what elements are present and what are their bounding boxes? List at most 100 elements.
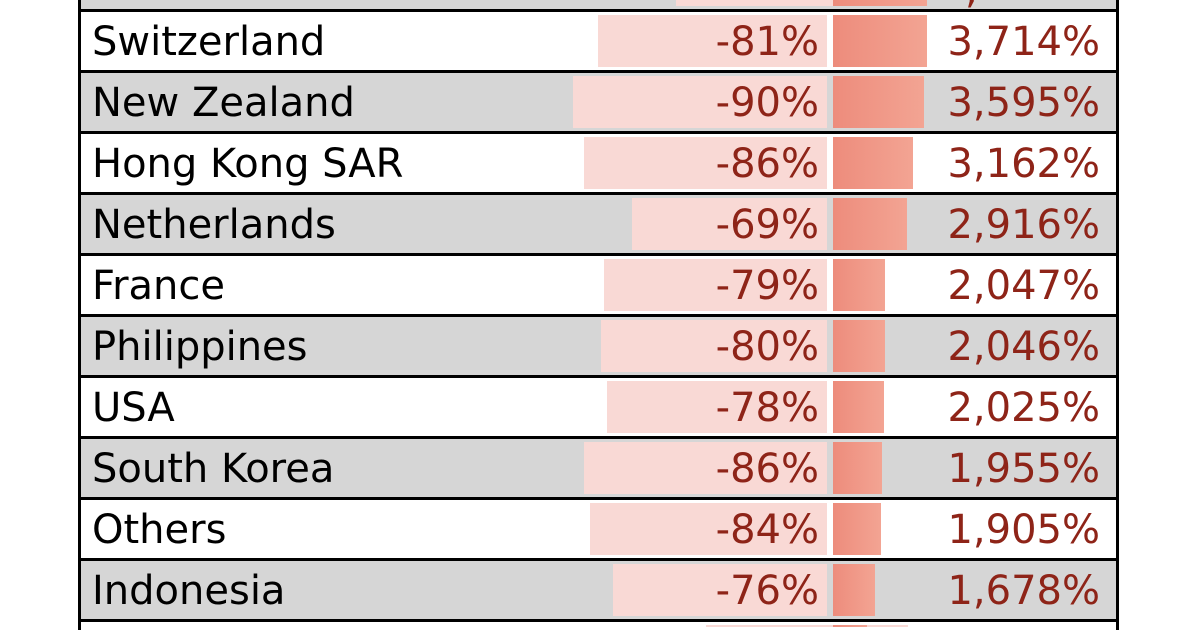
country-label: Indonesia [92, 568, 286, 614]
negative-data-bar [632, 198, 827, 250]
value-cell: 3,595% [827, 73, 1116, 131]
change-cell: -78% [569, 378, 827, 436]
positive-data-bar [833, 564, 875, 616]
total-value: 3,162% [947, 141, 1100, 187]
negative-data-bar [676, 0, 908, 6]
change-value: -84% [715, 507, 819, 553]
negative-data-bar [584, 442, 827, 494]
table-row: Philippines -80% 2,046% [81, 314, 1116, 375]
value-cell: 2,047% [827, 256, 1116, 314]
clipped-number-comma: , [965, 0, 978, 9]
positive-data-bar [833, 259, 885, 311]
positive-data-bar [833, 15, 927, 67]
table-row: France -79% 2,047% [81, 253, 1116, 314]
positive-data-bar [833, 198, 907, 250]
change-cell: -86% [569, 439, 827, 497]
country-cell: Others [81, 500, 569, 558]
change-value: -90% [715, 80, 819, 126]
negative-data-bar [598, 15, 827, 67]
change-cell: -86% [569, 134, 827, 192]
change-cell: -69% [569, 195, 827, 253]
country-cell: Hong Kong SAR [81, 134, 569, 192]
total-value: 1,905% [947, 507, 1100, 553]
table-body: Switzerland -81% 3,714% New Zealand -90%… [81, 9, 1116, 619]
country-label: South Korea [92, 446, 335, 492]
country-label: New Zealand [92, 80, 355, 126]
value-cell: 1,905% [827, 500, 1116, 558]
value-cell: 2,025% [827, 378, 1116, 436]
table-row: Netherlands -69% 2,916% [81, 192, 1116, 253]
country-cell: Netherlands [81, 195, 569, 253]
total-value: 3,595% [947, 80, 1100, 126]
negative-data-bar [601, 320, 827, 372]
negative-data-bar [706, 625, 908, 627]
table-row-partial-bottom [81, 619, 1116, 627]
change-value: -86% [715, 446, 819, 492]
value-cell: 2,046% [827, 317, 1116, 375]
positive-data-bar [833, 503, 881, 555]
country-label: Others [92, 507, 227, 553]
country-label: USA [92, 385, 175, 431]
total-value: 2,916% [947, 202, 1100, 248]
change-value: -79% [715, 263, 819, 309]
change-value: -81% [715, 19, 819, 65]
value-cell: 1,955% [827, 439, 1116, 497]
negative-data-bar [584, 137, 827, 189]
total-value: 1,678% [947, 568, 1100, 614]
positive-data-bar [833, 76, 924, 128]
positive-data-bar [833, 381, 884, 433]
table-row: Others -84% 1,905% [81, 497, 1116, 558]
data-table: , Switzerland -81% 3,714% New Zealand -9… [78, 0, 1119, 630]
country-label: Hong Kong SAR [92, 141, 404, 187]
table-row: Indonesia -76% 1,678% [81, 558, 1116, 619]
country-cell: Indonesia [81, 561, 569, 619]
change-value: -80% [715, 324, 819, 370]
value-cell: 1,678% [827, 561, 1116, 619]
positive-data-bar [833, 625, 867, 627]
table-row: USA -78% 2,025% [81, 375, 1116, 436]
country-cell: France [81, 256, 569, 314]
country-label: Philippines [92, 324, 308, 370]
value-cell: 3,714% [827, 12, 1116, 70]
country-cell: Philippines [81, 317, 569, 375]
total-value: 3,714% [947, 19, 1100, 65]
positive-data-bar [833, 320, 885, 372]
change-value: -76% [715, 568, 819, 614]
change-cell: -81% [569, 12, 827, 70]
change-cell: -76% [569, 561, 827, 619]
table-row: Hong Kong SAR -86% 3,162% [81, 131, 1116, 192]
country-cell: New Zealand [81, 73, 569, 131]
total-value: 1,955% [947, 446, 1100, 492]
negative-data-bar [590, 503, 827, 555]
negative-data-bar [613, 564, 827, 616]
value-cell: 3,162% [827, 134, 1116, 192]
total-value: 2,047% [947, 263, 1100, 309]
country-label: Switzerland [92, 19, 326, 65]
negative-data-bar [607, 381, 827, 433]
total-value: 2,025% [947, 385, 1100, 431]
negative-data-bar [573, 76, 827, 128]
country-cell: South Korea [81, 439, 569, 497]
change-cell: -80% [569, 317, 827, 375]
change-value: -69% [715, 202, 819, 248]
change-cell: -90% [569, 73, 827, 131]
change-value: -86% [715, 141, 819, 187]
country-cell: USA [81, 378, 569, 436]
change-value: -78% [715, 385, 819, 431]
country-label: Netherlands [92, 202, 336, 248]
table-row: New Zealand -90% 3,595% [81, 70, 1116, 131]
negative-data-bar [604, 259, 827, 311]
table-row: South Korea -86% 1,955% [81, 436, 1116, 497]
positive-data-bar [833, 0, 927, 6]
total-value: 2,046% [947, 324, 1100, 370]
table-row-partial-top: , [81, 0, 1116, 9]
value-cell: 2,916% [827, 195, 1116, 253]
change-cell: -84% [569, 500, 827, 558]
country-label: France [92, 263, 226, 309]
positive-data-bar [833, 137, 913, 189]
positive-data-bar [833, 442, 882, 494]
table-row: Switzerland -81% 3,714% [81, 9, 1116, 70]
change-cell: -79% [569, 256, 827, 314]
country-cell: Switzerland [81, 12, 569, 70]
